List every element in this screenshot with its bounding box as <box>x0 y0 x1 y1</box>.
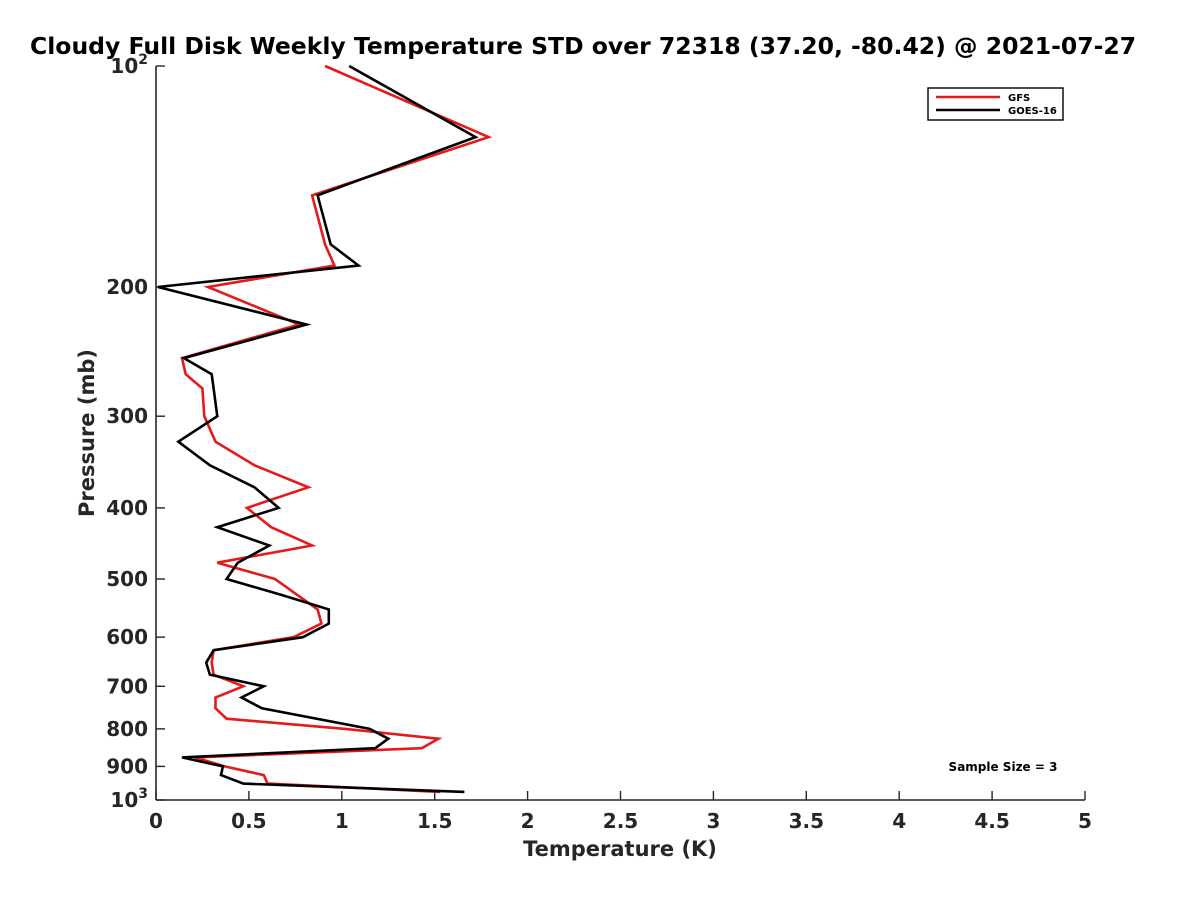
y-tick-label: 400 <box>106 496 148 520</box>
y-tick-label: 300 <box>106 404 148 428</box>
series-line-gfs <box>180 64 493 794</box>
x-tick-label: 1.5 <box>417 809 452 833</box>
x-tick-label: 4.5 <box>974 809 1009 833</box>
axes: 0 0.5 1 1.5 2 2.5 3 3.5 4 4.5 5 102 200 300 400 500 600 7… <box>106 52 1092 833</box>
x-axis-label: Temperature (K) <box>523 837 717 861</box>
y-tick-label: 700 <box>106 674 148 698</box>
x-tick-label: 1 <box>335 809 349 833</box>
y-tick-label: 600 <box>106 625 148 649</box>
x-tick-label: 2.5 <box>603 809 638 833</box>
x-tick-label: 3.5 <box>789 809 824 833</box>
y-tick-label: 102 <box>110 52 148 78</box>
legend-box <box>927 87 1064 121</box>
x-tick-label: 2 <box>521 809 535 833</box>
x-tick-label: 0.5 <box>231 809 266 833</box>
series-line-goes-16 <box>157 64 479 794</box>
y-tick-label: 200 <box>106 275 148 299</box>
x-tick-label: 0 <box>149 809 163 833</box>
y-tick-label: 103 <box>110 786 148 812</box>
y-tick-label: 800 <box>106 717 148 741</box>
x-tick-label: 4 <box>892 809 906 833</box>
y-tick-label: 500 <box>106 567 148 591</box>
legend: GFS GOES-16 <box>927 87 1064 121</box>
y-axis-label: Pressure (mb) <box>75 349 99 517</box>
chart-title: Cloudy Full Disk Weekly Temperature STD … <box>30 32 1136 60</box>
x-tick-label: 3 <box>706 809 720 833</box>
series-layer <box>157 64 493 794</box>
legend-entry-label: GOES-16 <box>1008 106 1057 117</box>
x-tick-label: 5 <box>1078 809 1092 833</box>
sample-size-annotation: Sample Size = 3 <box>949 760 1058 774</box>
y-tick-label: 900 <box>106 754 148 778</box>
legend-entry-label: GFS <box>1008 93 1030 104</box>
